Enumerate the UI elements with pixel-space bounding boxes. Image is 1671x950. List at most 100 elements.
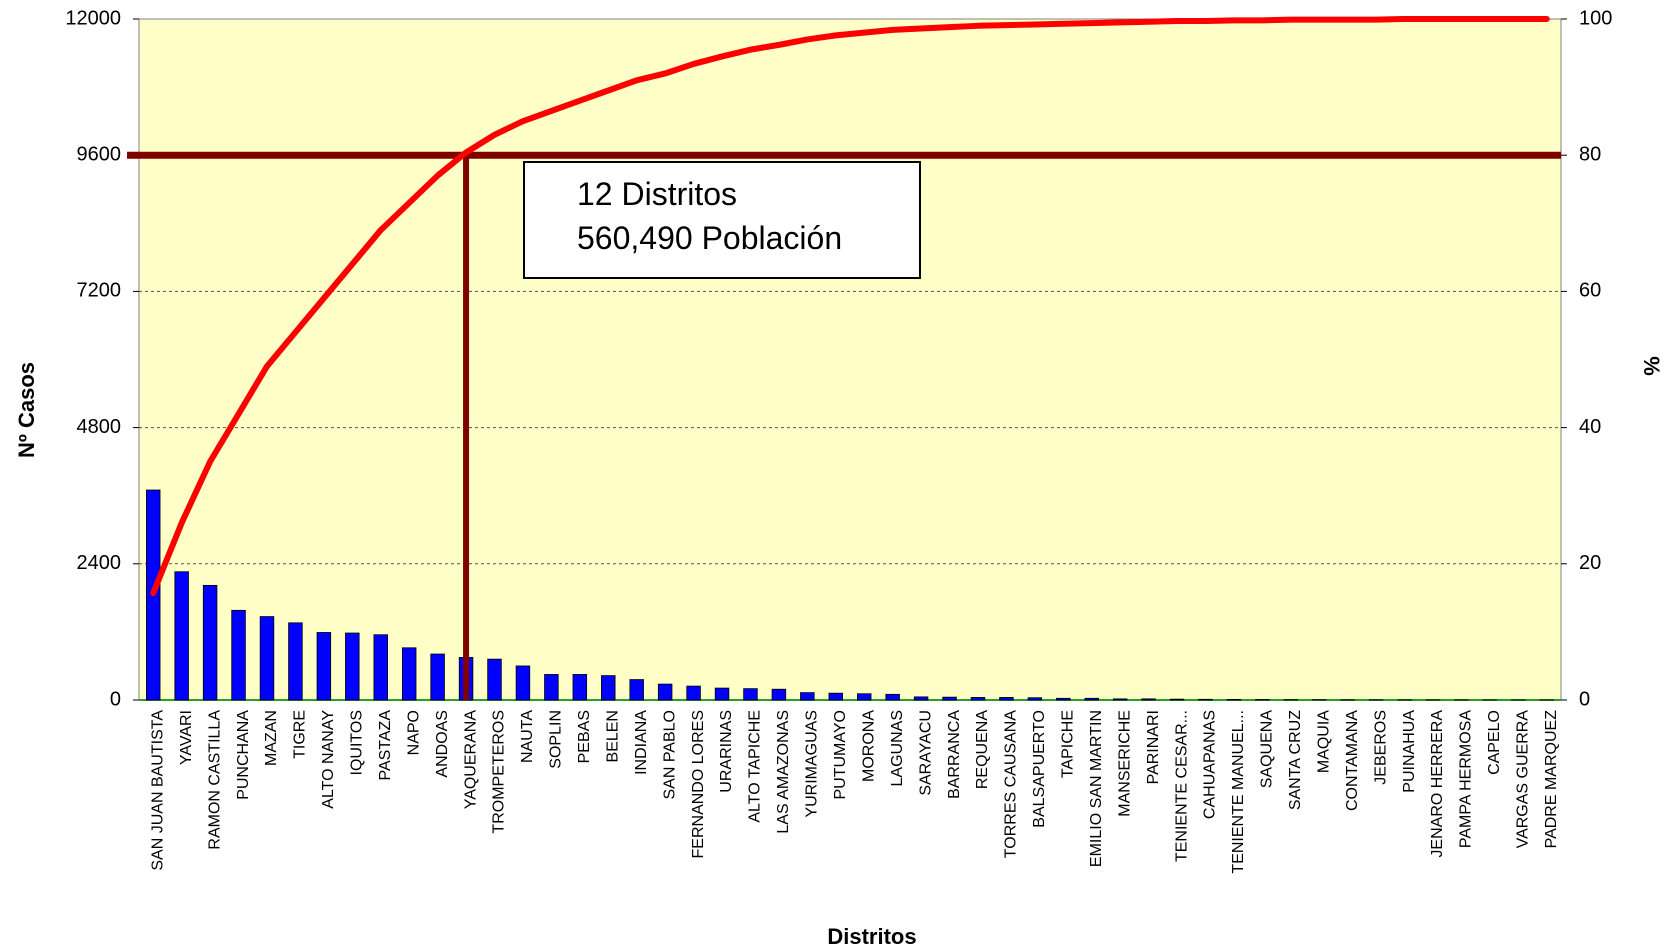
bar xyxy=(1169,698,1185,701)
x-tick-label: YAVARI xyxy=(178,710,195,765)
y2-tick-label: 20 xyxy=(1579,552,1601,574)
x-tick-label: PEBAS xyxy=(576,710,593,763)
y2-tick-label: 80 xyxy=(1579,143,1601,165)
x-tick-label: JENARO HERRERA xyxy=(1429,710,1446,858)
annotation-box xyxy=(523,161,921,279)
bar xyxy=(174,571,189,701)
x-tick-label: RAMON CASTILLA xyxy=(206,710,223,850)
y-tick-label: 9600 xyxy=(77,143,122,165)
y-tick-label: 12000 xyxy=(65,7,121,29)
bar xyxy=(771,688,787,701)
bar xyxy=(345,632,360,701)
x-tick-label: URARINAS xyxy=(718,710,735,793)
x-tick-label: FERNANDO LORES xyxy=(690,710,707,858)
bar xyxy=(487,658,502,701)
x-tick-label: VARGAS GUERRA xyxy=(1515,710,1532,849)
x-tick-label: PUTUMAYO xyxy=(832,710,849,799)
x-tick-label: TIGRE xyxy=(292,710,309,759)
x-tick-label: YAQUERANA xyxy=(462,710,479,810)
x-tick-label: TORRES CAUSANA xyxy=(1003,710,1020,859)
x-tick-label: NAUTA xyxy=(519,710,536,763)
x-tick-label: BELEN xyxy=(604,710,621,762)
bar xyxy=(999,697,1014,701)
x-tick-label: PUNCHANA xyxy=(235,710,252,800)
x-tick-label: TENIENTE CESAR... xyxy=(1173,710,1190,862)
x-axis-label: Distritos xyxy=(827,924,916,949)
y-axis-label: Nº Casos xyxy=(14,362,39,458)
bar xyxy=(657,683,673,701)
x-tick-label: JEBEROS xyxy=(1372,710,1389,785)
bar xyxy=(828,692,844,701)
x-tick-label: PARINARI xyxy=(1145,710,1162,784)
bar xyxy=(601,675,616,701)
y2-tick-label: 60 xyxy=(1579,280,1601,302)
x-tick-label: SAN PABLO xyxy=(661,710,678,800)
bar xyxy=(686,685,701,701)
x-tick-label: PAMPA HERMOSA xyxy=(1458,710,1475,848)
bar xyxy=(714,687,730,701)
y2-tick-label: 0 xyxy=(1579,688,1590,710)
bar xyxy=(856,693,872,701)
bar xyxy=(1112,698,1128,701)
x-tick-label: CAHUAPANAS xyxy=(1202,710,1219,819)
annotation-text: 560,490 Población xyxy=(577,220,842,256)
x-tick-label: PUINAHUA xyxy=(1401,710,1418,793)
y-tick-label: 2400 xyxy=(77,552,122,574)
y2-axis-label: % xyxy=(1639,356,1664,376)
x-tick-label: PADRE MARQUEZ xyxy=(1543,710,1560,849)
x-tick-label: CONTAMANA xyxy=(1344,710,1361,811)
bar xyxy=(1198,698,1213,701)
bar xyxy=(515,665,531,701)
y2-tick-label: 100 xyxy=(1579,7,1612,29)
x-tick-label: PASTAZA xyxy=(377,710,394,781)
bar xyxy=(1027,697,1043,701)
bar xyxy=(743,688,758,701)
bar xyxy=(288,622,303,701)
bar xyxy=(629,679,644,701)
x-tick-label: YURIMAGUAS xyxy=(804,710,821,818)
bar xyxy=(544,674,559,701)
x-tick-label: MANSERICHE xyxy=(1116,710,1133,817)
bar xyxy=(800,692,815,701)
bar xyxy=(1084,697,1099,701)
x-tick-label: LAGUNAS xyxy=(889,710,906,786)
bar xyxy=(913,696,929,701)
x-tick-label: REQUENA xyxy=(974,710,991,789)
plot-area xyxy=(138,18,1562,701)
x-tick-label: LAS AMAZONAS xyxy=(775,710,792,834)
bar xyxy=(231,609,246,701)
x-tick-label: MAQUIA xyxy=(1315,710,1332,773)
bar xyxy=(202,584,218,701)
x-tick-label: ANDOAS xyxy=(434,710,451,778)
bar xyxy=(1141,698,1156,701)
bar xyxy=(259,616,275,701)
x-tick-label: SAN JUAN BAUTISTA xyxy=(149,710,166,871)
y2-tick-label: 40 xyxy=(1579,416,1601,438)
x-tick-label: SAQUENA xyxy=(1259,710,1276,789)
y-tick-label: 7200 xyxy=(77,280,122,302)
bar xyxy=(373,634,388,701)
bar xyxy=(970,697,986,701)
y-tick-label: 0 xyxy=(110,688,121,710)
x-tick-label: BALSAPUERTO xyxy=(1031,710,1048,828)
annotation-text: 12 Distritos xyxy=(577,176,737,212)
bar xyxy=(316,632,332,701)
bar xyxy=(430,653,445,701)
bar xyxy=(1056,697,1071,701)
x-tick-label: TAPICHE xyxy=(1060,710,1077,778)
bar xyxy=(401,647,417,701)
x-tick-label: NAPO xyxy=(405,710,422,755)
x-tick-label: BARRANCA xyxy=(946,710,963,799)
x-tick-label: INDIANA xyxy=(633,710,650,775)
x-tick-label: SANTA CRUZ xyxy=(1287,710,1304,810)
x-tick-label: CAPELO xyxy=(1486,710,1503,775)
x-tick-label: IQUITOS xyxy=(349,710,366,776)
bar xyxy=(1226,699,1242,701)
x-tick-label: ALTO NANAY xyxy=(320,710,337,809)
x-tick-label: SOPLIN xyxy=(548,710,565,769)
bar xyxy=(942,696,957,701)
y-tick-label: 4800 xyxy=(77,416,122,438)
bar xyxy=(885,693,900,701)
x-tick-label: TROMPETEROS xyxy=(491,710,508,834)
